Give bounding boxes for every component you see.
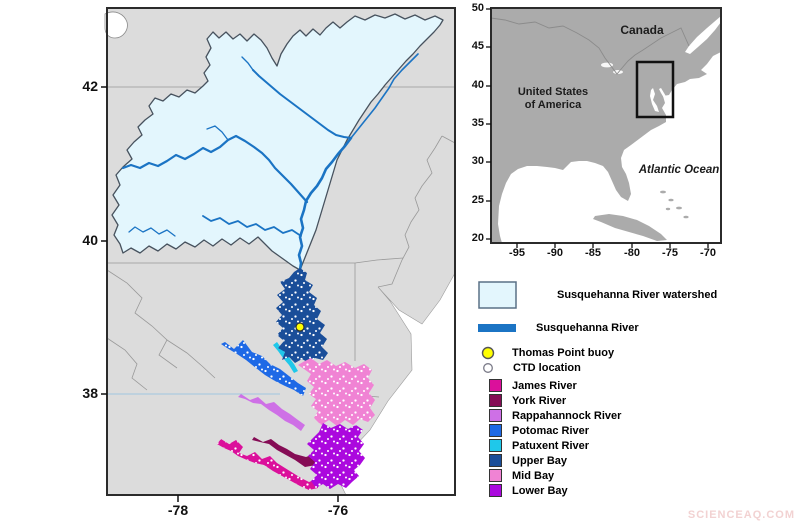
main-xtick-m76: -76 [327,502,349,518]
legend-watershed: Susquehanna River watershed [478,281,717,309]
legend-james-river-label: James River [512,379,577,392]
inset-ytick-45: 45 [471,40,484,52]
ctd-marker-swatch [483,363,493,373]
legend-ctd: CTD location [482,362,581,374]
chesapeake-bay-inset-shape [650,88,659,112]
main-map-ticks [101,86,339,502]
canada-label: Canada [620,23,664,37]
cuba-shape [593,214,667,241]
inset-ytick-40: 40 [471,79,484,91]
lake-hint-2 [613,70,623,74]
thomas-point-buoy-marker [295,322,305,332]
lower-bay-swatch [489,484,502,497]
main-ytick-40: 40 [82,232,98,248]
legend-mid-bay-label: Mid Bay [512,469,555,482]
watershed-swatch [478,281,517,309]
atlantic-ocean-inset [498,52,721,243]
study-area-rectangle [635,60,675,119]
legend-river: Susquehanna River [478,322,639,334]
legend-mid-bay: Mid Bay [489,469,554,482]
legend-patuxent-river: Patuxent River [489,439,589,452]
legend-river-label: Susquehanna River [536,322,639,334]
legend-lower-bay-label: Lower Bay [512,484,568,497]
atlantic-ocean-label: Atlantic Ocean [638,164,720,176]
susquehanna-watershed-region [111,13,444,271]
bahamas-islands [660,190,689,219]
inset-map-ticks [486,8,709,248]
legend-ctd-label: CTD location [513,362,581,374]
lake-hint-1 [601,62,613,68]
main-ytick-38: 38 [82,385,98,401]
usa-label: United States of America [495,86,611,112]
legend-upper-bay: Upper Bay [489,454,567,467]
st-lawrence-gulf [685,16,721,54]
watermark-text: SCIENCEAQ.COM [687,509,795,521]
legend-buoy-label: Thomas Point buoy [512,347,615,359]
legend-potomac-river: Potomac River [489,424,589,437]
legend-upper-bay-label: Upper Bay [512,454,568,467]
inset-map [486,7,722,248]
legend-lower-bay: Lower Bay [489,484,568,497]
river-line-swatch [478,324,516,332]
legend-watershed-label: Susquehanna River watershed [557,289,718,301]
inset-ytick-20: 20 [471,232,484,244]
york-river-swatch [489,394,502,407]
inset-ytick-25: 25 [471,194,484,206]
legend-potomac-river-label: Potomac River [512,424,590,437]
inset-ytick-35: 35 [471,117,484,129]
upper-bay-swatch [489,454,502,467]
inset-xtick-m75: -75 [662,247,678,259]
legend-york-river: York River [489,394,566,407]
james-river-swatch [489,379,502,392]
buoy-marker-swatch [481,346,495,360]
susquehanna-river-network [121,53,419,272]
inset-xtick-m95: -95 [509,247,525,259]
delaware-bay-inset-shape [659,88,667,98]
patuxent-river-swatch [489,439,502,452]
usa-label-line1: United States [517,86,589,98]
legend-rappahannock-river-label: Rappahannock River [512,409,622,422]
inset-xtick-m80: -80 [624,247,640,259]
potomac-river-swatch [489,424,502,437]
legend-rappahannock-river: Rappahannock River [489,409,621,422]
rappahannock-river-swatch [489,409,502,422]
usa-label-line2: of America [524,99,582,111]
legend-patuxent-river-label: Patuxent River [512,439,590,452]
inset-map-frame [490,7,722,244]
main-xtick-m78: -78 [167,502,189,518]
atlantic-ocean-main [337,271,456,496]
legend-york-river-label: York River [512,394,567,407]
inset-xtick-m85: -85 [585,247,601,259]
main-ytick-42: 42 [82,78,98,94]
legend-james-river: James River [489,379,577,392]
mid-bay-swatch [489,469,502,482]
inset-ytick-30: 30 [471,155,484,167]
canada-us-border [490,17,690,75]
main-map [101,7,456,502]
main-map-frame [106,7,456,496]
inset-ytick-50: 50 [471,2,484,14]
inset-xtick-m70: -70 [700,247,716,259]
legend-buoy: Thomas Point buoy [481,346,614,360]
inset-xtick-m90: -90 [547,247,563,259]
